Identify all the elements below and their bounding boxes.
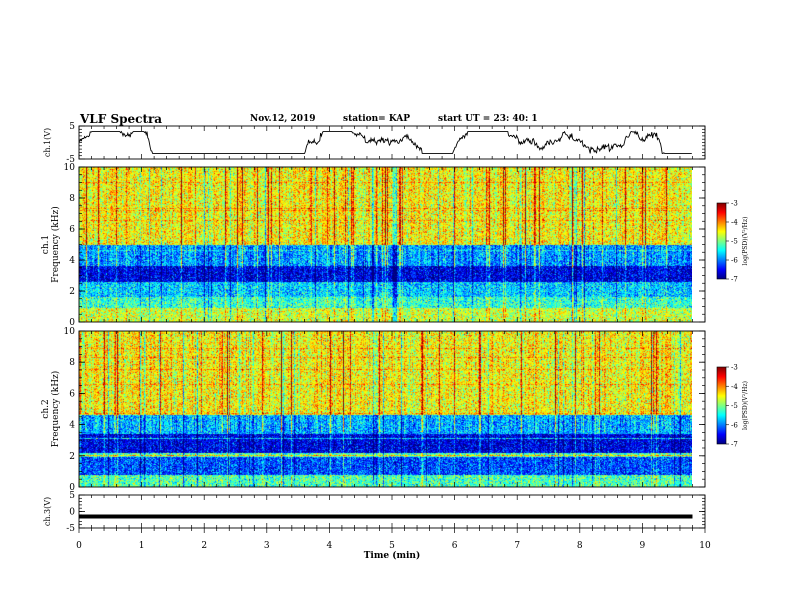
station-label: station= KAP — [343, 114, 411, 124]
y-tick-label: 0 — [69, 483, 75, 493]
y-tick-label: 6 — [69, 225, 75, 235]
colorbar-tick-label: -3 — [731, 200, 738, 208]
ch1-frequency-axis-label: Frequency (kHz) — [50, 206, 61, 283]
ch1-waveform-line — [78, 130, 692, 154]
ch1-colorbar-label: log(PSD)(V²/Hz) — [742, 217, 749, 266]
y-tick-label: -5 — [66, 155, 75, 165]
y-tick-label: 4 — [69, 256, 75, 266]
ch2-colorbar — [716, 366, 727, 445]
y-tick-label: 2 — [69, 287, 75, 297]
colorbar-tick-label: -4 — [731, 383, 738, 391]
date-label: Nov.12, 2019 — [250, 114, 316, 124]
x-tick-label: 0 — [76, 541, 82, 551]
x-tick-label: 9 — [640, 541, 646, 551]
ch1-y-axis-label: ch.1(V) — [43, 128, 52, 157]
colorbar-tick-label: -3 — [731, 364, 738, 372]
ch1-colorbar — [716, 202, 727, 280]
x-tick-label: 8 — [577, 541, 583, 551]
x-axis-label: Time (min) — [364, 550, 421, 561]
x-tick-label: 1 — [139, 541, 145, 551]
x-tick-label: 10 — [699, 541, 711, 551]
ch2-frequency-axis-label: Frequency (kHz) — [50, 371, 61, 448]
colorbar-tick-label: -6 — [731, 421, 738, 429]
colorbar-tick-label: -7 — [731, 276, 738, 284]
ch2-spectrogram-image — [79, 331, 692, 487]
colorbar-tick-label: -7 — [731, 441, 738, 449]
colorbar-tick-label: -6 — [731, 257, 738, 265]
y-tick-label: -5 — [66, 524, 75, 534]
y-tick-label: 6 — [69, 389, 75, 399]
ch3-y-axis-label: ch.3(V) — [43, 497, 52, 526]
y-tick-label: 0 — [69, 508, 75, 518]
y-tick-label: 8 — [69, 194, 75, 204]
chart-title: VLF Spectra — [80, 112, 163, 126]
ch2-label: ch.2 — [41, 399, 51, 418]
y-tick-label: 4 — [69, 421, 75, 431]
colorbar-tick-label: -5 — [731, 238, 738, 246]
x-tick-label: 7 — [514, 541, 520, 551]
x-tick-label: 6 — [452, 541, 458, 551]
y-tick-label: 10 — [64, 327, 76, 337]
ch2-colorbar-label: log(PSD)(V²/Hz) — [742, 381, 749, 430]
x-tick-label: 3 — [264, 541, 270, 551]
start-time-label: start UT = 23: 40: 1 — [438, 114, 538, 124]
y-tick-label: 10 — [64, 163, 76, 173]
colorbar-tick-label: -5 — [731, 402, 738, 410]
y-tick-label: 5 — [69, 491, 75, 501]
x-tick-label: 4 — [327, 541, 333, 551]
y-tick-label: 8 — [69, 358, 75, 368]
x-tick-label: 5 — [389, 541, 395, 551]
x-tick-label: 2 — [201, 541, 207, 551]
y-tick-label: 5 — [69, 122, 75, 132]
colorbar-tick-label: -4 — [731, 219, 738, 227]
ch1-spectrogram-image — [79, 167, 692, 322]
ch1-label: ch.1 — [41, 235, 51, 254]
y-tick-label: 2 — [69, 452, 75, 462]
y-tick-label: 0 — [69, 318, 75, 328]
